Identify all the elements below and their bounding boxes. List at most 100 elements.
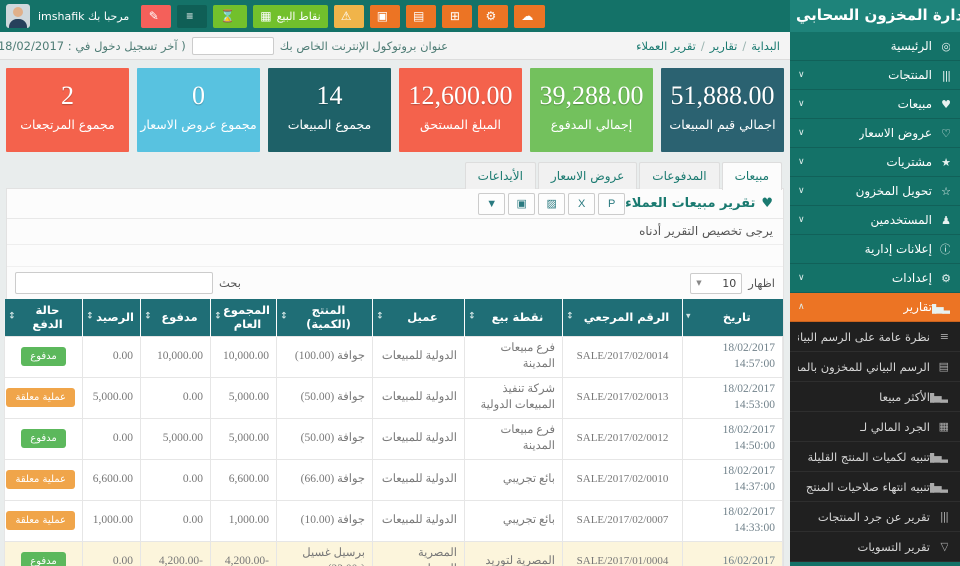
sidebar-item-announcements[interactable]: ⓘ إعلانات إدارية (790, 235, 960, 264)
export-copy-button[interactable]: ▣ (508, 192, 536, 215)
column-header[interactable]: ↕ المنتج (الكمية) (276, 299, 373, 336)
stat-cards: 51,888.00 اجمالي قيم المبيعات 39,288.00 … (6, 68, 784, 152)
sidebar-item-quotes[interactable]: ♡ عروض الاسعار ∨ (790, 119, 960, 148)
sort-icon[interactable]: ↕ (144, 311, 152, 322)
report-item-best-selling[interactable]: ▂▄▆ الأكثر مبيعا (790, 382, 960, 412)
table-row[interactable]: 18/02/2017 14:50:00 SALE/2017/02/0012 فر… (4, 417, 783, 460)
cell-total: 5,000.00 (210, 417, 277, 460)
breadcrumb-label[interactable]: تقرير العملاء (636, 39, 696, 53)
hourglass-button[interactable]: ⌛ (213, 4, 248, 28)
cell-product: جوافة (100.00) (276, 335, 373, 378)
table-row[interactable]: 18/02/2017 14:33:00 SALE/2017/02/0007 با… (4, 499, 783, 542)
barcode-icon: ||| (941, 68, 950, 82)
sidebar-item-transfer[interactable]: ☆ تحويل المخزون ∨ (790, 177, 960, 206)
sort-icon[interactable]: ↕ (468, 311, 476, 322)
table-row[interactable]: 18/02/2017 14:57:00 SALE/2017/02/0014 فر… (4, 335, 783, 378)
sidebar-item-products[interactable]: ||| المنتجات ∨ (790, 61, 960, 90)
column-header-label: المنتج (الكمية) (306, 302, 351, 332)
report-item-label: الجرد المالي لـ (860, 419, 930, 434)
search-input[interactable] (15, 272, 213, 294)
cell-reference: SALE/2017/01/0004 (562, 540, 683, 566)
panel-spacer (7, 245, 783, 267)
sort-icon[interactable]: ↕ (376, 311, 384, 322)
line-chart-icon: ▂▄▆ (930, 480, 948, 493)
export-excel-button[interactable]: X (568, 192, 596, 215)
sort-icon[interactable]: ↕ (8, 311, 16, 322)
breadcrumb-item[interactable]: تقارير / (701, 39, 738, 53)
column-header[interactable]: ↕ عميل (372, 299, 465, 336)
cogs-button[interactable]: ⚙ (478, 4, 509, 28)
cell-pos: فرع مبيعات المدينة (464, 335, 563, 378)
pos-button[interactable]: ▦ نقاط البيع (253, 4, 328, 28)
column-header[interactable]: ↕ الرصيد (82, 299, 141, 336)
report-item-product-count[interactable]: ||| تقرير عن جرد المنتجات (790, 502, 960, 532)
column-header-label: الرصيد (96, 310, 134, 325)
excel-file-icon: X (577, 197, 586, 210)
list-button[interactable]: ≡ (177, 4, 208, 28)
tab[interactable]: المدفوعات (639, 162, 720, 189)
line-chart-icon: ▂▄▆ (930, 390, 948, 403)
cell-reference: SALE/2017/02/0012 (562, 417, 683, 460)
sidebar-item-home[interactable]: ◎ الرئيسية (790, 32, 960, 61)
tab[interactable]: مبيعات (721, 162, 782, 190)
calendar-button[interactable]: ▤ (406, 4, 437, 28)
breadcrumb-label[interactable]: البداية (751, 39, 780, 53)
sidebar-item-sales[interactable]: ♥ مبيعات ∨ (790, 90, 960, 119)
collapse-icon: ▼ (486, 197, 498, 210)
search-area: بحث (15, 272, 241, 294)
heart-icon: ♥ (941, 97, 950, 111)
chevron-icon: ∨ (798, 273, 805, 283)
column-header[interactable]: ↕ حالة الدفع (4, 299, 83, 336)
table-row[interactable]: 16/02/2017 SALE/2017/01/0004 المصرية لتو… (4, 540, 783, 566)
table-row[interactable]: 18/02/2017 14:53:00 SALE/2017/02/0013 شر… (4, 376, 783, 419)
breadcrumb-label[interactable]: تقارير (709, 39, 738, 53)
report-item-adjustments[interactable]: ▽ تقرير التسويات (790, 532, 960, 562)
column-header[interactable]: ↕ المجموع العام (210, 299, 277, 336)
export-pdf-button[interactable]: P (598, 192, 626, 215)
sort-icon[interactable]: ↕ (566, 311, 574, 322)
cell-status: مدفوع (4, 540, 83, 566)
column-header-label: تاريخ (722, 310, 751, 325)
chevron-icon: ∨ (798, 157, 805, 167)
panel-titlebar: ♥ تقرير مبيعات العملاء ▼ ▣ (7, 189, 783, 219)
calculator-button[interactable]: ⊞ (442, 4, 473, 28)
page-length-select[interactable]: ▼ 10 (690, 272, 743, 294)
payment-status-badge: مدفوع (21, 346, 66, 367)
board-button[interactable]: ▣ (369, 4, 401, 28)
sidebar-item-label: الرئيسية (890, 39, 932, 53)
cell-reference: SALE/2017/02/0014 (562, 335, 683, 378)
tab[interactable]: الأيداعات (464, 162, 536, 189)
alerts-button[interactable]: ⚠ (333, 4, 364, 28)
report-item-financial-count[interactable]: ▦ الجرد المالي لـ (790, 412, 960, 442)
sidebar-item-purchases[interactable]: ★ مشتريات ∨ (790, 148, 960, 177)
cell-paid: 5,000.00 (140, 417, 211, 460)
cell-date: 18/02/2017 14:50:00 (682, 417, 783, 460)
table-row[interactable]: 18/02/2017 14:37:00 SALE/2017/02/0010 با… (4, 458, 783, 501)
tab[interactable]: عروض الاسعار (537, 162, 638, 189)
breadcrumb-item[interactable]: تقرير العملاء / (636, 39, 696, 53)
cloud-button[interactable]: ☁ (514, 4, 546, 28)
sidebar-item-reports[interactable]: ▂▄▆ تقارير ∧ (790, 293, 960, 322)
report-item-low-quantity[interactable]: ▂▄▆ تنبيه لكميات المنتج القليلة (790, 442, 960, 472)
eraser-button[interactable]: ✎ (141, 4, 172, 28)
report-item-chart-overview[interactable]: ≡ نظرة عامة على الرسم البياني (790, 322, 960, 352)
export-collapse-button[interactable]: ▼ (478, 192, 506, 215)
breadcrumb-item[interactable]: البداية / (742, 39, 780, 53)
sidebar-item-settings[interactable]: ⚙ إعدادات ∨ (790, 264, 960, 293)
sort-icon[interactable]: ▾ (686, 311, 691, 322)
export-image-button[interactable]: ▨ (538, 192, 566, 215)
cell-paid: 0.00 (140, 458, 211, 501)
stat-card-value: 51,888.00 (670, 81, 775, 110)
sort-icon[interactable]: ↕ (280, 311, 288, 322)
sort-icon[interactable]: ↕ (86, 311, 94, 322)
column-header[interactable]: ↕ الرقم المرجعي (562, 299, 683, 336)
column-header-label: الرقم المرجعي (583, 310, 670, 325)
column-header[interactable]: ▾ تاريخ (682, 299, 783, 336)
report-item-expiry-alert[interactable]: ▂▄▆ تنبيه انتهاء صلاحيات المنتج (790, 472, 960, 502)
column-header[interactable]: ↕ مدفوع (140, 299, 211, 336)
sort-icon[interactable]: ↕ (214, 311, 222, 322)
user-avatar[interactable] (6, 4, 30, 28)
report-item-warehouse-chart[interactable]: ▤ الرسم البياني للمخزون بالمستودع (790, 352, 960, 382)
column-header[interactable]: ↕ نقطة بيع (464, 299, 563, 336)
sidebar-item-users[interactable]: ♟ المستخدمين ∨ (790, 206, 960, 235)
